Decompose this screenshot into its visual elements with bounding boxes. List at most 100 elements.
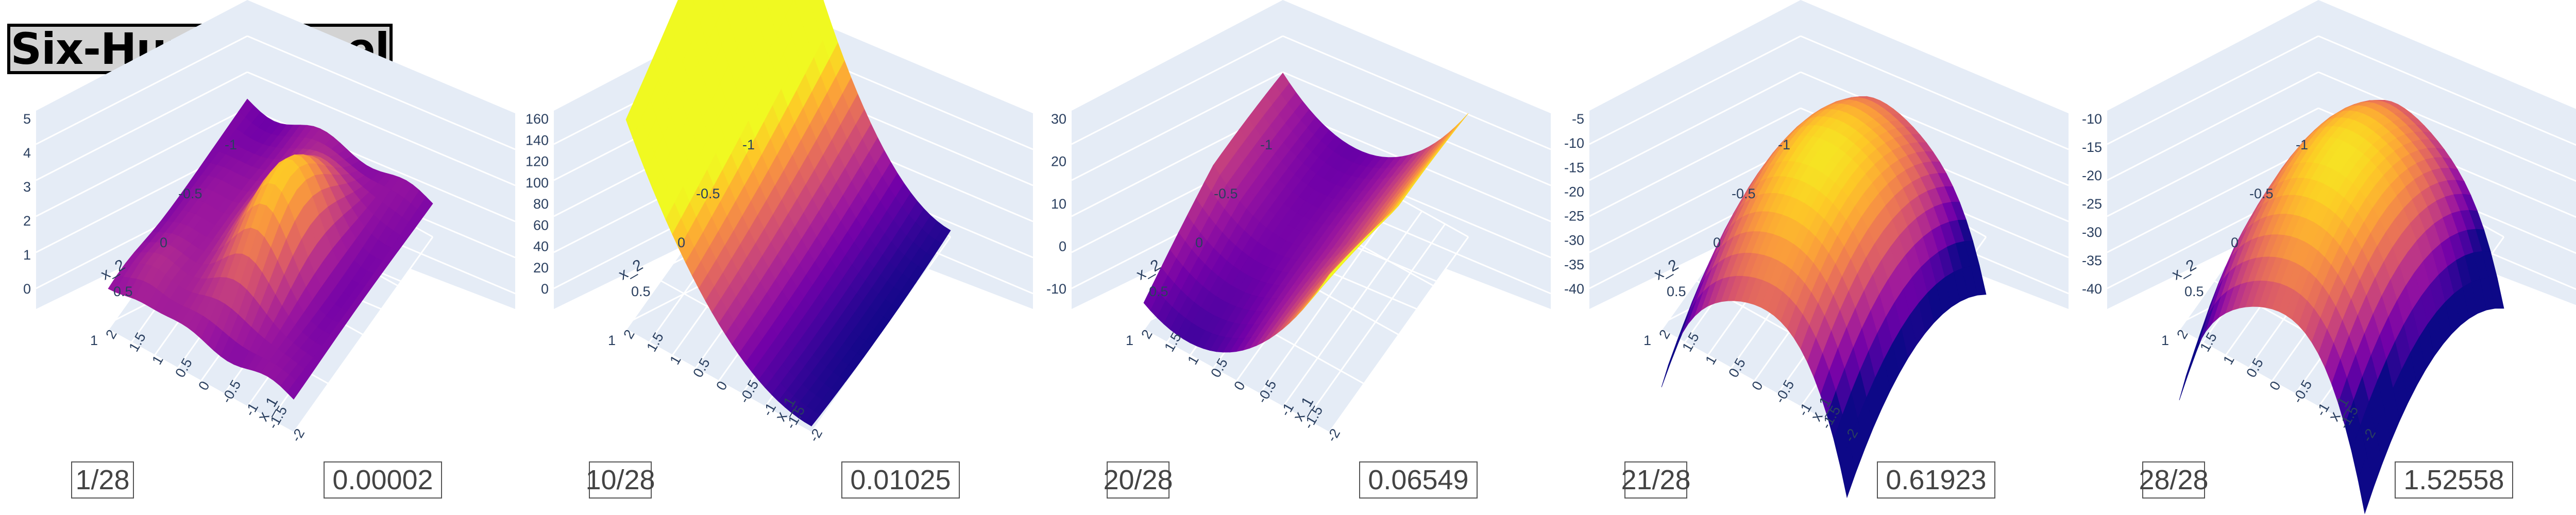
wall-grid-line — [2107, 107, 2319, 217]
z-tick-label: 3 — [23, 179, 31, 195]
z-tick-label: -10 — [1564, 135, 1584, 151]
z-tick-label: -20 — [2082, 168, 2102, 183]
z-tick-label: 120 — [526, 154, 549, 169]
wall-grid-line — [1282, 35, 1551, 150]
surface-patch — [2358, 454, 2374, 514]
wall-grid-line — [1071, 35, 1283, 145]
z-tick-label: 5 — [23, 111, 31, 127]
z-tick-label: 0 — [23, 281, 31, 297]
surface-plot-panel[interactable]: -40 -35 -30 -25 -20 -15 -10 -1 -0.5 0 0.5 1 x_2 -2 -1.… — [2071, 0, 2576, 515]
z-tick-label: -10 — [2082, 111, 2102, 127]
z-tick-label: 2 — [23, 213, 31, 229]
x2-tick-label: -0.5 — [696, 186, 720, 201]
wall-grid-line — [36, 71, 248, 181]
surface-plot-svg[interactable]: 012345-1-0.500.51x_2-2-1.5-1-0.500.511.5… — [0, 0, 515, 515]
surface-patch — [804, 410, 821, 426]
z-tick-label: 160 — [526, 111, 549, 127]
wall-grid-line — [2318, 35, 2576, 146]
surface-patch — [1840, 441, 1856, 499]
step-label: 10/28 — [585, 461, 655, 499]
x2-tick-label: 1 — [608, 333, 616, 348]
surface-plot-svg[interactable]: -40-35-30-25-20-15-10-1-0.500.51x_2-2-1.… — [2071, 0, 2576, 515]
z-tick-label: -15 — [1564, 160, 1584, 175]
surface-mesh — [2179, 99, 2504, 514]
z-tick-label: -35 — [1564, 257, 1584, 272]
wall-grid-line — [1589, 107, 1801, 217]
surface-mesh — [1143, 73, 1469, 353]
surface-plot-panel[interactable]: 0 20 40 60 80 100 120 140 160 -1 -0.5 0 0.5 1 x_2 -2 -1.… — [518, 0, 1033, 515]
wall-grid-line — [247, 71, 515, 186]
x2-tick-label: 0 — [160, 235, 167, 250]
z-tick-label: 1 — [23, 247, 31, 263]
floor-grid-line — [2179, 329, 2365, 434]
value-label: 0.06549 — [1359, 461, 1478, 499]
surface-patch — [1322, 265, 1338, 285]
wall-grid-line — [36, 35, 248, 145]
z-tick-label: 20 — [533, 260, 549, 276]
surface-mesh — [625, 0, 951, 426]
z-tick-label: 4 — [23, 145, 31, 161]
x2-tick-label: 1 — [1126, 333, 1133, 348]
x2-tick-label: 1 — [90, 333, 98, 348]
x2-tick-label: -1 — [1260, 137, 1273, 152]
value-label: 0.01025 — [841, 461, 960, 499]
z-tick-label: -30 — [1564, 233, 1584, 248]
z-tick-label: 0 — [541, 281, 549, 297]
surface-plot-panel[interactable]: -40 -35 -30 -25 -20 -15 -10 -5 -1 -0.5 0 0.5 1 x_2 -2-… — [1553, 0, 2069, 515]
z-tick-label: -30 — [2082, 225, 2102, 240]
surface-patch — [286, 380, 303, 400]
z-tick-label: -10 — [1046, 281, 1066, 297]
x2-tick-label: -0.5 — [1214, 186, 1238, 201]
wall-grid-line — [2107, 35, 2319, 145]
surface-plot-panel[interactable]: 0 1 2 3 4 5 -1 -0.5 0 0.5 1 x_2 -2 -1.5 -1 -0.5 0 0.5 1 1.5… — [0, 0, 515, 515]
x2-tick-label: -0.5 — [1732, 186, 1756, 201]
z-tick-label: 10 — [1051, 196, 1066, 212]
wall-grid-line — [2318, 71, 2576, 182]
step-label: 21/28 — [1621, 461, 1691, 499]
surface-plot-svg[interactable]: -40-35-30-25-20-15-10-5-1-0.500.51x_2-2-… — [1553, 0, 2069, 515]
x2-tick-label: 0.5 — [631, 284, 651, 299]
x2-tick-label: 1 — [2161, 333, 2169, 348]
step-label: 20/28 — [1103, 461, 1173, 499]
x2-tick-label: 0.5 — [113, 284, 133, 299]
wall-grid-line — [2107, 143, 2319, 253]
z-tick-label: 80 — [533, 196, 549, 212]
z-tick-label: -40 — [2082, 281, 2102, 297]
z-tick-label: 60 — [533, 217, 549, 233]
floor-grid-line — [625, 329, 812, 434]
x2-tick-label: -0.5 — [178, 186, 202, 201]
wall-grid-line — [1589, 143, 1801, 253]
wall-grid-line — [36, 107, 248, 217]
x2-tick-label: -1 — [2296, 137, 2308, 152]
z-tick-label: 140 — [526, 132, 549, 148]
z-tick-label: -40 — [1564, 281, 1584, 297]
x2-tick-label: 0.5 — [1149, 284, 1168, 299]
value-label: 0.61923 — [1877, 461, 1995, 499]
x2-tick-label: -1 — [1778, 137, 1790, 152]
x2-tick-label: -1 — [225, 137, 237, 152]
wall-grid-line — [1071, 71, 1283, 181]
z-tick-label: 0 — [1059, 239, 1066, 254]
wall-grid-line — [1589, 71, 1801, 181]
surface-plot-svg[interactable]: -100102030-1-0.500.51x_2-2-1.5-1-0.500.5… — [1036, 0, 1551, 515]
x2-tick-label: 0.5 — [1667, 284, 1686, 299]
z-tick-label: -25 — [1564, 209, 1584, 224]
floor-grid-line — [1661, 329, 1848, 434]
step-label: 1/28 — [71, 461, 134, 499]
x2-tick-label: 0 — [1713, 235, 1721, 250]
wall-grid-line — [1800, 71, 2069, 186]
z-tick-label: 100 — [526, 175, 549, 191]
z-tick-label: -35 — [2082, 253, 2102, 268]
x2-tick-label: 1 — [1643, 333, 1651, 348]
value-label: 0.00002 — [324, 461, 442, 499]
floor-grid-line — [108, 329, 294, 434]
value-label: 1.52558 — [2395, 461, 2513, 499]
x2-tick-label: -1 — [742, 137, 755, 152]
z-tick-label: -15 — [2082, 140, 2102, 155]
z-tick-label: 20 — [1051, 154, 1066, 169]
surface-mesh — [1661, 96, 1987, 499]
wall-grid-line — [1282, 71, 1551, 186]
surface-plot-panel[interactable]: -10 0 10 20 30 -1 -0.5 0 0.5 1 x_2 -2 -1.5 -1 -0.5 0 0.5… — [1036, 0, 1551, 515]
surface-plot-svg[interactable]: 020406080100120140160-1-0.500.51x_2-2-1.… — [518, 0, 1033, 515]
floor-grid-line — [1143, 329, 1330, 434]
